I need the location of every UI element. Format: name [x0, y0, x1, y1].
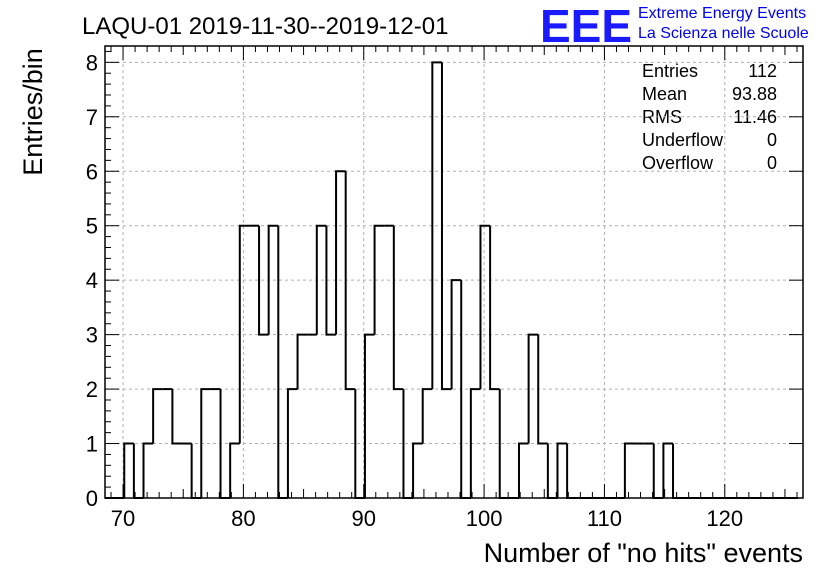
- histogram-bin: [652, 443, 664, 499]
- histogram-bin: [267, 224, 279, 335]
- histogram-bin: [412, 442, 423, 498]
- histogram-bin: [315, 224, 327, 335]
- histogram-bin: [190, 443, 202, 499]
- histogram-bin: [566, 443, 577, 499]
- stats-entries-label: Entries: [642, 61, 698, 81]
- histogram-bin: [200, 388, 211, 498]
- y-axis-label: Entries/bin: [18, 48, 48, 176]
- histogram-bin: [392, 225, 404, 391]
- histogram-bin: [623, 442, 635, 498]
- histogram-bin: [171, 389, 183, 445]
- histogram-bin: [344, 171, 356, 391]
- x-tick-label: 70: [111, 506, 135, 531]
- histogram-bin: [373, 224, 385, 335]
- histogram-bin: [229, 442, 240, 498]
- histogram-bin: [537, 334, 548, 445]
- histogram-bin: [479, 224, 491, 390]
- y-tick-label: 3: [86, 323, 98, 348]
- histogram-bin: [469, 388, 481, 498]
- histogram-bin: [296, 333, 308, 390]
- x-tick-label: 120: [706, 506, 743, 531]
- histogram-bin: [421, 388, 433, 444]
- histogram-bin: [672, 443, 683, 499]
- histogram-bin: [123, 442, 134, 498]
- histogram-bin: [556, 442, 568, 498]
- logo-line-2: La Scienza nelle Scuole: [638, 25, 809, 42]
- y-tick-label: 1: [86, 432, 98, 457]
- histogram-bin: [450, 279, 462, 390]
- grid-lines: [105, 46, 803, 498]
- histogram-bin: [277, 225, 288, 499]
- y-tick-label: 5: [86, 214, 98, 239]
- stats-overflow-label: Overflow: [642, 153, 714, 173]
- x-tick-label: 80: [231, 506, 255, 531]
- stats-mean-label: Mean: [642, 84, 687, 104]
- y-tick-label: 2: [86, 377, 98, 402]
- histogram-bin: [335, 170, 346, 335]
- histogram-bin: [238, 224, 250, 444]
- x-tick-label: 110: [587, 506, 622, 531]
- histogram-bin: [286, 388, 298, 498]
- histogram-bin: [527, 333, 539, 444]
- histogram-bin: [662, 442, 674, 498]
- histogram-bin: [517, 442, 529, 498]
- x-axis-label: Number of "no hits" events: [484, 538, 803, 568]
- stats-overflow-value: 0: [767, 153, 777, 173]
- stats-entries-value: 112: [748, 61, 777, 81]
- histogram-bin: [546, 443, 558, 499]
- histogram-bin: [363, 333, 375, 498]
- x-tick-label: 100: [466, 506, 503, 531]
- plot-frame: [104, 45, 804, 499]
- chart-title: LAQU-01 2019-11-30--2019-12-01: [82, 13, 448, 40]
- logo-line-1: Extreme Energy Events: [638, 5, 806, 22]
- y-tick-label: 8: [86, 50, 98, 75]
- x-tick-label: 90: [351, 506, 375, 531]
- histogram-bin: [440, 62, 452, 391]
- axis-ticks: 70 80 90 100 110 120 0 1 2 3 4 5 6 7 8: [86, 46, 803, 531]
- y-tick-label: 0: [86, 486, 98, 511]
- histogram-bin: [431, 61, 442, 390]
- plot-border: [104, 45, 804, 499]
- histogram-bin: [489, 225, 500, 391]
- histogram-bin: [258, 225, 269, 336]
- stats-box: Entries 112 Mean 93.88 RMS 11.46 Underfl…: [642, 61, 777, 173]
- stats-mean-value: 93.88: [732, 84, 777, 104]
- stats-rms-label: RMS: [642, 107, 682, 127]
- y-tick-label: 7: [86, 105, 98, 130]
- histogram-bin: [132, 443, 144, 499]
- y-tick-label: 6: [86, 159, 98, 184]
- histogram-bin: [152, 388, 163, 444]
- histogram-bin: [325, 225, 337, 336]
- eee-logo-icon: EEE: [540, 0, 632, 52]
- histogram-bin: [142, 442, 154, 498]
- stats-underflow-value: 0: [767, 130, 777, 150]
- stats-underflow-label: Underflow: [642, 130, 724, 150]
- y-tick-label: 4: [86, 268, 98, 293]
